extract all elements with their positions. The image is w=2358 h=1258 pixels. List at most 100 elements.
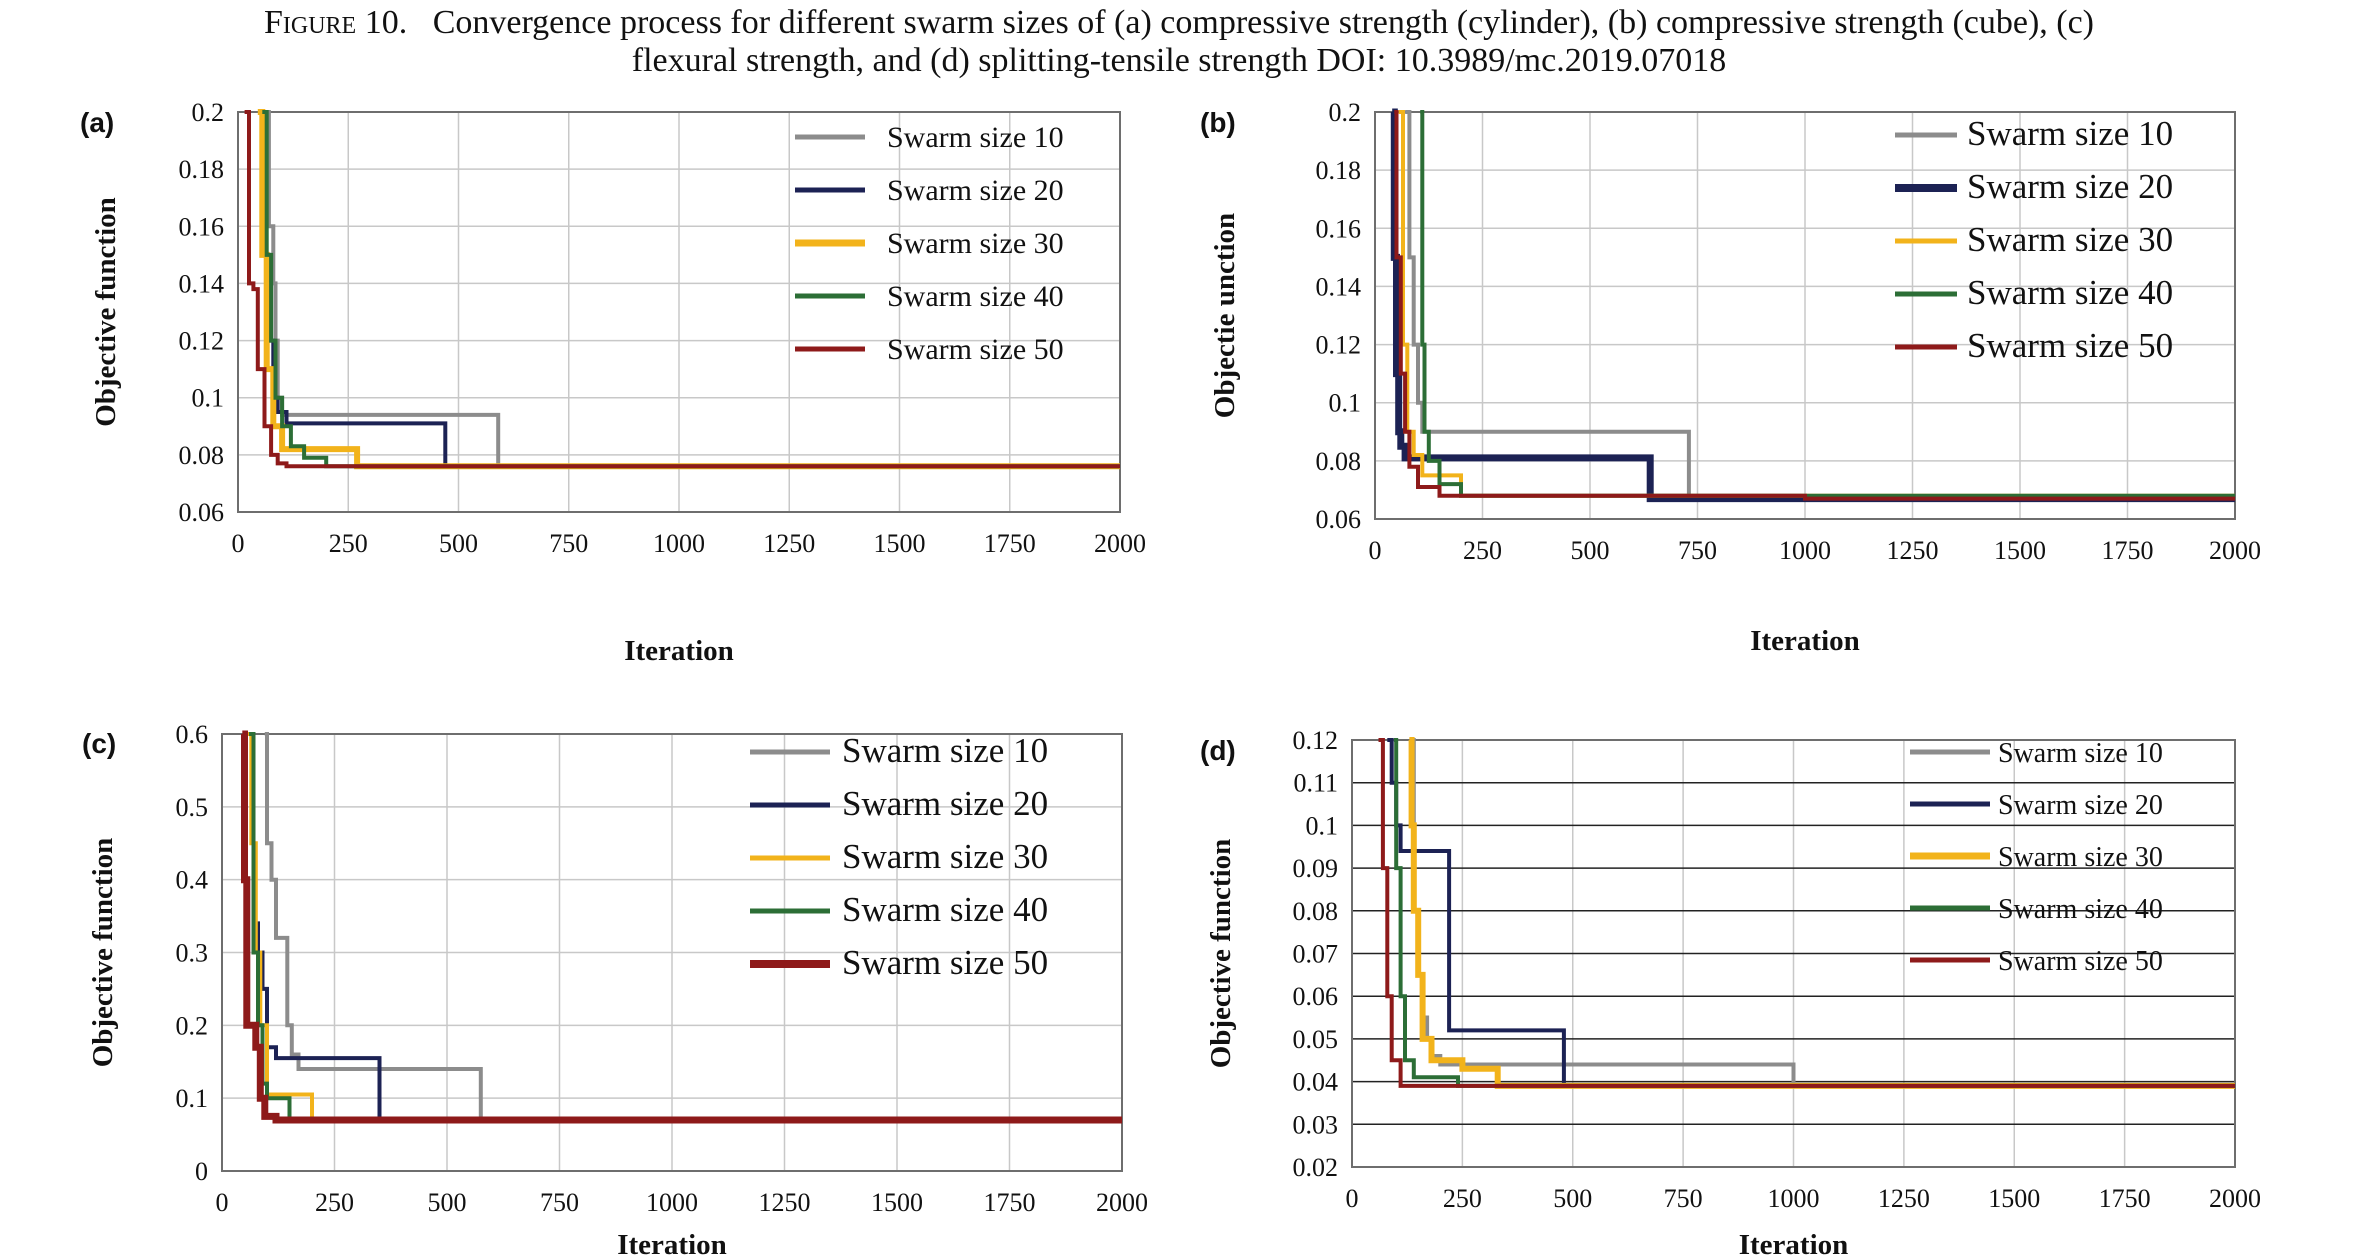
y-axis-label: Objective function xyxy=(87,838,119,1068)
y-tick-label: 0.2 xyxy=(192,98,225,127)
series-line-3 xyxy=(1408,737,2235,1089)
y-tick-label: 0.02 xyxy=(1293,1153,1339,1182)
y-tick-label: 0.16 xyxy=(179,212,225,241)
x-tick-label: 750 xyxy=(1664,1184,1703,1213)
legend-label: Swarm size 50 xyxy=(887,333,1064,366)
x-tick-label: 250 xyxy=(1443,1184,1482,1213)
plot-area-frame xyxy=(221,733,1123,1172)
legend-label: Swarm size 20 xyxy=(1998,790,2163,821)
y-tick-label: 0.2 xyxy=(176,1011,209,1040)
y-tick-label: 0.2 xyxy=(1329,98,1362,127)
chart-panel-b: 0 250 500 750 1000 1250 1500 1750 2000 0.06 0.08 0.… xyxy=(1200,98,2261,657)
x-tick-label: 1250 xyxy=(1887,536,1939,565)
series-line-3 xyxy=(246,732,1122,1122)
chart-legend: Swarm size 10 Swarm size 20 Swarm size 30 S… xyxy=(795,121,1064,366)
y-tick-label: 0.04 xyxy=(1293,1068,1339,1097)
y-tick-label: 0.12 xyxy=(179,327,225,356)
legend-label: Swarm size 30 xyxy=(1967,220,2173,259)
y-tick-label: 0.1 xyxy=(192,384,225,413)
x-tick-label: 2000 xyxy=(2209,1184,2261,1213)
legend-label: Swarm size 30 xyxy=(1998,842,2163,873)
x-axis-label: Iteration xyxy=(1750,625,1860,657)
x-tick-label: 250 xyxy=(315,1188,354,1217)
y-axis-label: Objective function xyxy=(1205,839,1237,1069)
x-tick-label: 500 xyxy=(439,529,478,558)
y-tick-label: 0.1 xyxy=(1306,811,1339,840)
caption-line-1: Figure 10. Convergence process for diffe… xyxy=(0,4,2358,42)
legend-label: Swarm size 10 xyxy=(887,121,1064,154)
chart-legend: Swarm size 10 Swarm size 20 Swarm size 30 S… xyxy=(1895,114,2173,365)
y-tick-label: 0.06 xyxy=(1316,505,1362,534)
chart-legend: Swarm size 10 Swarm size 20 Swarm size 30 S… xyxy=(750,731,1048,982)
series-line-4 xyxy=(262,110,1120,469)
chart-panel-c: 0 250 500 750 1000 1250 1500 1750 2000 0 0.1 0.2 0.3… xyxy=(82,720,1148,1258)
series-line-5 xyxy=(244,110,1120,469)
x-tick-label: 250 xyxy=(329,529,368,558)
legend-label: Swarm size 50 xyxy=(1998,946,2163,977)
x-tick-label: 1750 xyxy=(2099,1184,2151,1213)
x-tick-label: 750 xyxy=(540,1188,579,1217)
panel-label: (d) xyxy=(1200,735,1236,766)
legend-label: Swarm size 20 xyxy=(887,174,1064,207)
x-tick-label: 1500 xyxy=(871,1188,923,1217)
x-tick-label: 750 xyxy=(549,529,588,558)
y-tick-label: 0.1 xyxy=(1329,389,1362,418)
y-tick-label: 0.03 xyxy=(1293,1110,1339,1139)
x-axis-label: Iteration xyxy=(1739,1229,1849,1258)
x-tick-label: 1750 xyxy=(984,529,1036,558)
x-tick-label: 1000 xyxy=(653,529,705,558)
y-tick-label: 0.09 xyxy=(1293,854,1339,883)
legend-label: Swarm size 40 xyxy=(887,280,1064,313)
plot-area-frame xyxy=(237,111,1121,513)
legend-label: Swarm size 10 xyxy=(842,731,1048,770)
x-tick-label: 2000 xyxy=(1094,529,1146,558)
panel-label: (c) xyxy=(82,728,116,759)
y-tick-label: 0.11 xyxy=(1293,769,1338,798)
series-line-1 xyxy=(264,732,1122,1122)
x-tick-label: 0 xyxy=(1369,536,1382,565)
legend-label: Swarm size 40 xyxy=(842,890,1048,929)
y-tick-label: 0.14 xyxy=(1316,272,1362,301)
x-tick-label: 1750 xyxy=(984,1188,1036,1217)
legend-label: Swarm size 40 xyxy=(1967,273,2173,312)
x-tick-label: 1250 xyxy=(1878,1184,1930,1213)
y-tick-label: 0.1 xyxy=(176,1084,209,1113)
x-tick-label: 1750 xyxy=(2102,536,2154,565)
series-line-5 xyxy=(241,730,1122,1124)
y-tick-label: 0.3 xyxy=(176,939,209,968)
x-tick-label: 1000 xyxy=(646,1188,698,1217)
x-tick-label: 2000 xyxy=(1096,1188,1148,1217)
y-tick-label: 0.14 xyxy=(179,269,225,298)
x-tick-label: 1500 xyxy=(1988,1184,2040,1213)
y-tick-label: 0.16 xyxy=(1316,214,1362,243)
legend-label: Swarm size 30 xyxy=(887,227,1064,260)
series-line-5 xyxy=(1394,110,2235,501)
legend-label: Swarm size 10 xyxy=(1998,738,2163,769)
y-tick-label: 0.12 xyxy=(1316,331,1362,360)
legend-label: Swarm size 40 xyxy=(1998,894,2163,925)
plot-area-frame xyxy=(1374,111,2236,520)
chart-panel-d: 0 250 500 750 1000 1250 1500 1750 2000 0.02 0.03 0.… xyxy=(1200,726,2261,1258)
series-line-3 xyxy=(257,109,1120,470)
legend-label: Swarm size 20 xyxy=(1967,167,2173,206)
x-axis-label: Iteration xyxy=(624,635,734,667)
legend-label: Swarm size 10 xyxy=(1967,114,2173,153)
y-axis-label: Objective function xyxy=(90,197,122,427)
legend-label: Swarm size 20 xyxy=(842,784,1048,823)
legend-label: Swarm size 50 xyxy=(842,943,1048,982)
figure-label: Figure 10. xyxy=(263,4,408,41)
y-tick-label: 0.06 xyxy=(1293,982,1339,1011)
x-tick-label: 2000 xyxy=(2209,536,2261,565)
chart-legend: Swarm size 10 Swarm size 20 Swarm size 30 S… xyxy=(1910,738,2163,977)
x-tick-label: 1000 xyxy=(1779,536,1831,565)
figure-caption: Figure 10. Convergence process for diffe… xyxy=(0,4,2358,80)
caption-line-2: flexural strength, and (d) splitting-ten… xyxy=(631,42,1727,79)
y-tick-label: 0.6 xyxy=(176,720,209,749)
y-tick-label: 0.08 xyxy=(1293,897,1339,926)
x-tick-label: 0 xyxy=(216,1188,229,1217)
y-tick-label: 0.12 xyxy=(1293,726,1339,755)
series-line-2 xyxy=(1387,738,2235,1088)
y-tick-label: 0.5 xyxy=(176,793,209,822)
x-tick-label: 1000 xyxy=(1768,1184,1820,1213)
